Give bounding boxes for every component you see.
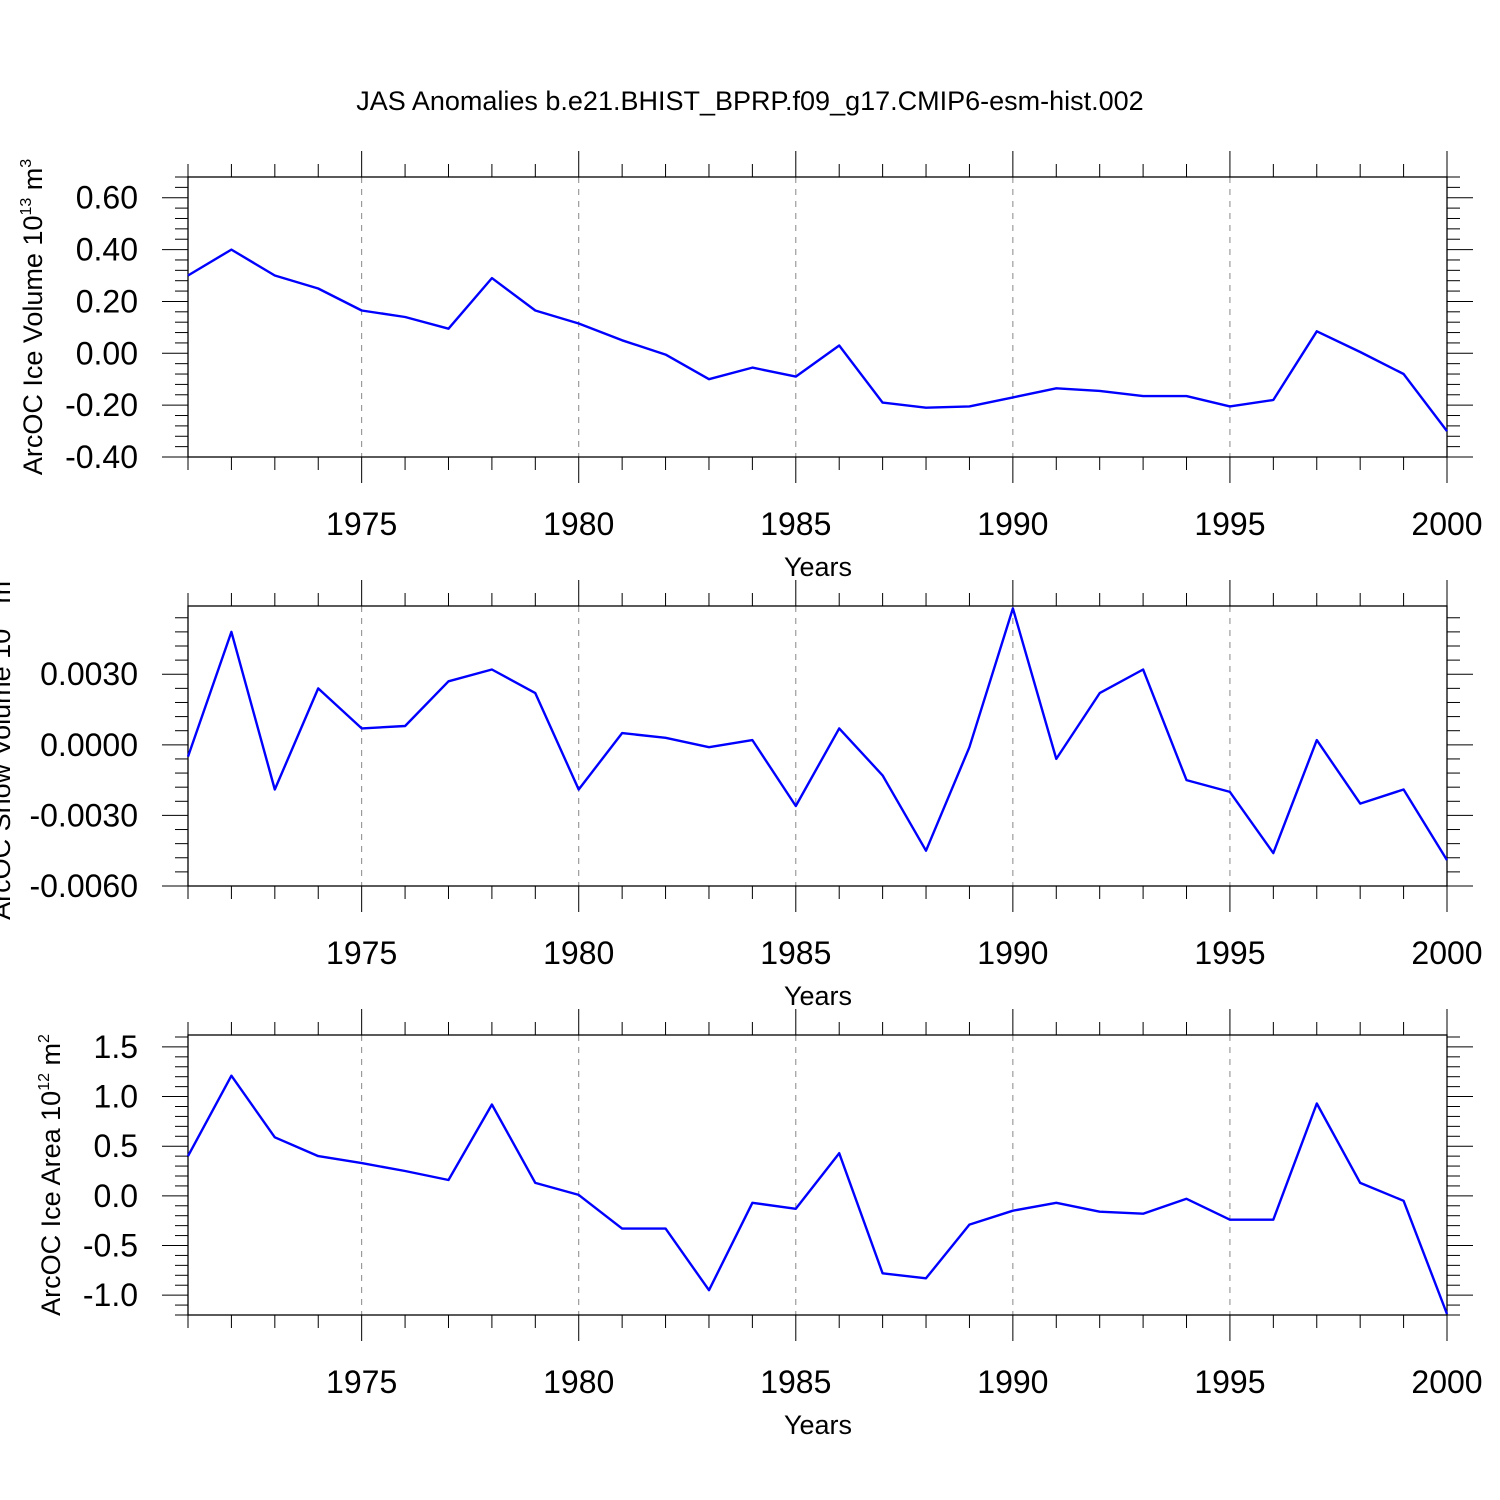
y-axis-title-units: m: [18, 168, 48, 198]
x-tick-label: 1980: [543, 1364, 614, 1400]
y-tick-label: -1.0: [83, 1277, 138, 1313]
y-tick-label: 0.00: [76, 335, 138, 371]
x-tick-label: 1985: [760, 1364, 831, 1400]
y-tick-label: 0.40: [76, 232, 138, 268]
y-tick-label: -0.40: [65, 439, 138, 475]
x-tick-label: 1975: [326, 935, 397, 971]
x-axis-title: Years: [784, 552, 852, 582]
y-axis-title-units: m: [36, 1043, 66, 1073]
x-tick-label: 2000: [1411, 1364, 1482, 1400]
x-tick-label: 1995: [1194, 1364, 1265, 1400]
panel-2: 1975 1980 1985 1990 1995 2000 Years -0.0060 -0.0…: [0, 572, 1483, 1011]
series-line: [187, 248, 1448, 432]
x-tick-label: 1990: [977, 506, 1048, 542]
x-tick-label: 1995: [1194, 506, 1265, 542]
y-tick-label: -0.20: [65, 387, 138, 423]
y-tick-label: 0.0000: [40, 727, 138, 763]
x-tick-label: 1975: [326, 1364, 397, 1400]
y-axis-title-exponent: 12: [36, 1073, 53, 1091]
y-tick-label: -0.0060: [29, 868, 138, 904]
plot-frame: [187, 1034, 1448, 1316]
x-tick-label: 1975: [326, 506, 397, 542]
y-axis-title-exponent: 13: [18, 198, 35, 216]
y-axis-title: ArcOC Snow Volume 1013 m3: [0, 572, 16, 920]
x-axis-title: Years: [784, 1410, 852, 1440]
y-axis-title-units-exponent: 3: [18, 159, 35, 168]
y-axis-title-text: ArcOC Snow Volume 10: [0, 629, 16, 920]
y-tick-label: 1.5: [94, 1029, 138, 1065]
y-tick-label: 0.20: [76, 283, 138, 319]
series-line: [186, 607, 1449, 861]
plot-frame: [187, 176, 1448, 458]
y-tick-label: -0.5: [83, 1227, 138, 1263]
y-axis-title-text: ArcOC Ice Area 10: [36, 1091, 66, 1316]
x-tick-label: 1980: [543, 506, 614, 542]
x-tick-label: 2000: [1411, 506, 1482, 542]
y-tick-label: -0.0030: [29, 797, 138, 833]
y-axis-title-units-exponent: 3: [0, 572, 3, 581]
x-tick-label: 1995: [1194, 935, 1265, 971]
y-tick-label: 0.0030: [40, 656, 138, 692]
y-tick-label: 0.5: [94, 1128, 138, 1164]
panels: 1975 1980 1985 1990 1995 2000 Years -0.40 -0.20 0…: [0, 151, 1483, 1440]
y-tick-label: 0.60: [76, 180, 138, 216]
plot-frame: [187, 605, 1448, 887]
x-tick-label: 1990: [977, 935, 1048, 971]
y-axis-title-units-exponent: 2: [36, 1034, 53, 1043]
chart-title: JAS Anomalies b.e21.BHIST_BPRP.f09_g17.C…: [356, 86, 1143, 116]
y-axis-title: ArcOC Ice Area 1012 m2: [36, 1034, 66, 1316]
y-axis-title-units: m: [0, 581, 16, 611]
x-axis-title: Years: [784, 981, 852, 1011]
x-tick-label: 1985: [760, 506, 831, 542]
y-tick-label: 1.0: [94, 1079, 138, 1115]
series-line: [186, 1074, 1449, 1315]
x-tick-label: 2000: [1411, 935, 1482, 971]
x-tick-label: 1990: [977, 1364, 1048, 1400]
x-tick-label: 1980: [543, 935, 614, 971]
panel-1: 1975 1980 1985 1990 1995 2000 Years -0.40 -0.20 0…: [18, 151, 1483, 582]
y-axis-title-exponent: 13: [0, 611, 3, 629]
x-tick-label: 1985: [760, 935, 831, 971]
y-axis-title-text: ArcOC Ice Volume 10: [18, 216, 48, 476]
panel-3: 1975 1980 1985 1990 1995 2000 Years -1.0 -0.5 0.0…: [36, 1009, 1483, 1440]
y-axis-title: ArcOC Ice Volume 1013 m3: [18, 159, 48, 475]
y-tick-label: 0.0: [94, 1178, 138, 1214]
